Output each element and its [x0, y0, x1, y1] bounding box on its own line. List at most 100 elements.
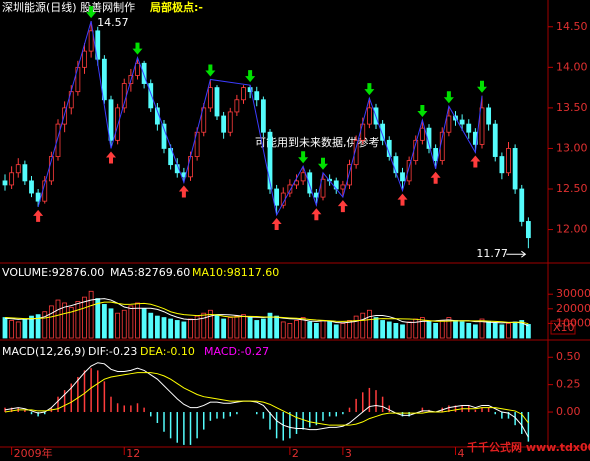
y-tick-label: 13.50	[556, 101, 588, 114]
volume-bar	[9, 320, 15, 339]
ma5-label: MA5:82769.60	[110, 266, 190, 279]
volume-bar	[360, 312, 366, 339]
volume-bar	[486, 321, 492, 339]
y-tick-label: 0.00	[556, 405, 581, 418]
volume-bar	[525, 324, 531, 339]
candle-body	[366, 107, 372, 125]
candle-body	[267, 131, 273, 190]
volume-bar	[373, 317, 379, 339]
candle-body	[161, 123, 167, 149]
volume-bar	[519, 320, 525, 339]
trough-arrow	[311, 208, 322, 221]
volume-bar	[48, 305, 54, 339]
volume-bar	[108, 308, 114, 339]
volume-bar	[492, 322, 498, 339]
candle-body	[300, 172, 306, 182]
volume-bar	[294, 320, 299, 339]
candle-body	[254, 91, 260, 101]
volume-bar	[347, 320, 352, 339]
peak-arrow	[364, 83, 375, 96]
volume-bar	[327, 321, 333, 339]
volume-bar	[207, 309, 213, 339]
candle-body	[340, 184, 346, 190]
candle-body	[353, 139, 359, 166]
volume-bar	[247, 317, 253, 339]
ma10-label: MA10:98117.60	[192, 266, 279, 279]
candle-body	[9, 172, 15, 186]
volume-bar	[287, 322, 293, 339]
volume-bar	[42, 311, 48, 339]
macd-header: MACD(12,26,9)	[2, 345, 86, 358]
volume-bar	[29, 315, 34, 339]
volume-bar	[419, 317, 425, 339]
volume-bar	[313, 322, 319, 339]
candle-body	[22, 164, 28, 182]
candle-body	[519, 188, 525, 222]
volume-bar	[22, 318, 28, 339]
peak-arrow	[132, 42, 143, 55]
candle-body	[135, 62, 140, 76]
x-tick-label: 2	[292, 447, 299, 460]
candle-body	[82, 50, 87, 68]
candle-body	[486, 107, 492, 125]
peak-arrow	[318, 157, 328, 170]
y-tick-label: 14.50	[556, 20, 588, 33]
x-tick-label: 3	[345, 447, 352, 460]
volume-bar	[300, 317, 306, 339]
peak-arrow	[298, 151, 309, 164]
volume-bar	[188, 318, 193, 339]
candle-body	[141, 62, 147, 84]
trough-arrow	[470, 155, 481, 168]
candle-body	[207, 87, 213, 109]
candle-body	[108, 99, 114, 141]
volume-bar	[439, 320, 445, 339]
candle-body	[62, 107, 68, 125]
candle-body	[307, 172, 313, 194]
candle-body	[347, 164, 352, 186]
volume-bar	[453, 320, 458, 339]
volume-bar	[433, 322, 439, 339]
candle-body	[479, 107, 485, 145]
volume-bar	[227, 317, 233, 339]
y-tick-label: 14.00	[556, 60, 588, 73]
volume-bar	[459, 321, 465, 339]
candle-body	[433, 148, 439, 162]
max-label: 14.57	[97, 16, 129, 29]
candle-body	[287, 184, 293, 194]
zigzag	[37, 20, 483, 217]
dea-line	[4, 372, 529, 426]
volume-bar	[400, 324, 405, 339]
candle-body	[55, 123, 61, 157]
x-tick-label: 4	[458, 447, 465, 460]
volume-unit: X10	[553, 321, 575, 334]
trough-arrow	[430, 171, 441, 184]
dif-label: DIF:-0.23	[88, 345, 137, 358]
volume-bar	[168, 318, 174, 339]
candle-body	[101, 58, 107, 101]
candle-body	[400, 172, 405, 182]
x-tick-label: 12	[126, 447, 140, 460]
volume-bar	[62, 302, 68, 339]
candle-body	[241, 87, 246, 101]
ma10-line	[4, 301, 529, 325]
candle-body	[15, 164, 21, 174]
candle-body	[446, 115, 452, 133]
y-tick-label: 0.25	[556, 378, 581, 391]
volume-bar	[214, 314, 220, 339]
volume-bar	[380, 320, 386, 339]
trough-arrow	[106, 151, 116, 164]
y-tick-label: 12.50	[556, 182, 588, 195]
candle-body	[499, 156, 505, 174]
volume-bar	[393, 322, 399, 339]
volume-bar	[254, 320, 260, 339]
trough-arrow	[271, 217, 282, 230]
candle-body	[188, 156, 193, 178]
volume-bar	[2, 317, 8, 339]
x-tick-label: 2009年	[14, 446, 53, 460]
volume-bar	[121, 309, 127, 339]
candle-body	[168, 148, 174, 166]
volume-bar	[174, 320, 180, 339]
peak-arrow	[245, 70, 256, 83]
trough-arrow	[337, 200, 348, 213]
candle-body	[148, 83, 154, 109]
